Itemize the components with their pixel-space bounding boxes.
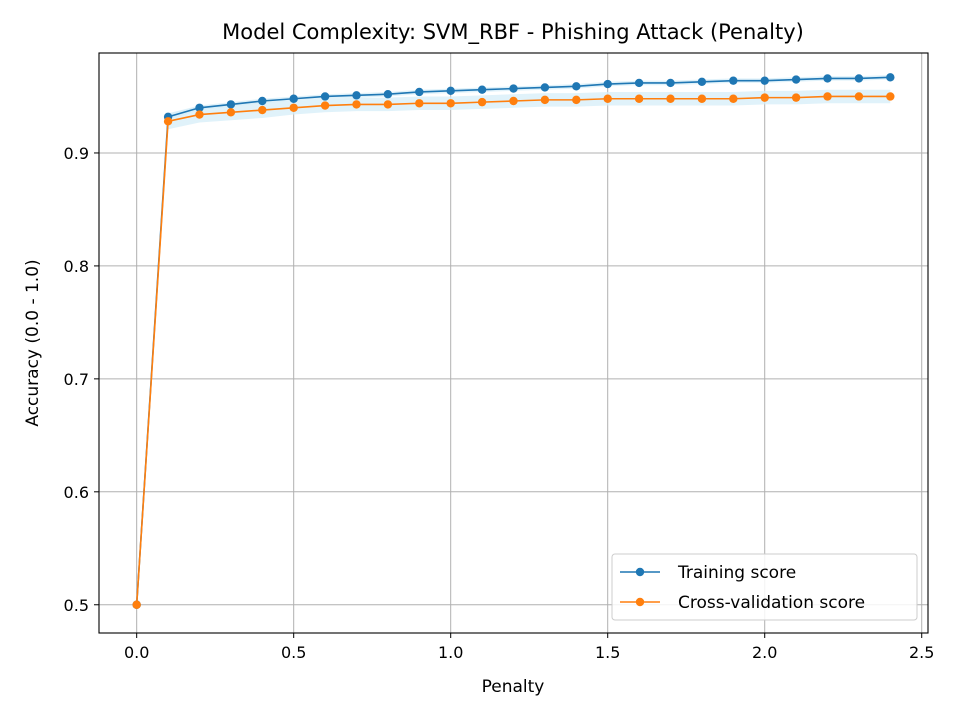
x-tick-label: 0.0 bbox=[124, 643, 149, 662]
series-0-point bbox=[289, 94, 298, 103]
series-0-point bbox=[634, 78, 644, 88]
series-1-point bbox=[854, 92, 864, 101]
x-axis-label: Penalty bbox=[482, 677, 545, 697]
series-0-point bbox=[886, 73, 895, 82]
series-1-point bbox=[760, 93, 769, 102]
series-1-point bbox=[132, 600, 141, 609]
legend: Training score Cross-validation score bbox=[611, 553, 918, 621]
legend-label: Training score bbox=[677, 563, 796, 583]
legend-swatch-marker bbox=[635, 567, 645, 577]
series-1-point bbox=[634, 94, 644, 103]
y-tick-label: 0.7 bbox=[64, 370, 89, 389]
series-1-point bbox=[603, 94, 612, 103]
series-0-point bbox=[760, 76, 769, 85]
series-1-point bbox=[666, 94, 675, 103]
series-0-point bbox=[791, 75, 801, 84]
plot-frame bbox=[98, 52, 929, 634]
legend-label: Cross-validation score bbox=[678, 593, 865, 613]
series-0-point bbox=[823, 74, 832, 83]
series-1-point bbox=[258, 105, 267, 115]
y-tick-label: 0.5 bbox=[64, 596, 89, 615]
series-1-point bbox=[791, 93, 801, 102]
y-tick-label: 0.6 bbox=[64, 483, 89, 502]
series-1-point bbox=[226, 108, 236, 117]
series-1-point bbox=[729, 94, 738, 103]
series-0-point bbox=[666, 78, 675, 88]
series-0-point bbox=[572, 82, 581, 91]
series-0-point bbox=[258, 96, 267, 106]
series-0-point bbox=[352, 91, 361, 100]
series-0-point bbox=[195, 103, 204, 112]
series-0-point bbox=[446, 86, 455, 96]
x-tick-label: 1.0 bbox=[438, 643, 463, 662]
axis-ticks: 0.0 0.5 1.0 1.5 2.0 2.5 0.5 0.6 0.7 0.8 0.9 bbox=[64, 144, 935, 662]
series-1-point bbox=[320, 101, 330, 110]
series-0-point bbox=[854, 74, 864, 83]
grid bbox=[99, 53, 928, 633]
series-1-point bbox=[572, 95, 581, 105]
x-tick-label: 2.5 bbox=[909, 643, 934, 662]
series-1-point bbox=[477, 97, 487, 107]
series-1-point bbox=[195, 110, 204, 119]
series-lines bbox=[132, 73, 895, 609]
series-1-point bbox=[509, 96, 518, 106]
series-0-point bbox=[226, 100, 236, 109]
series-1-point bbox=[540, 95, 550, 105]
chart-title: Model Complexity: SVM_RBF - Phishing Att… bbox=[222, 20, 804, 45]
x-tick-label: 1.5 bbox=[595, 643, 620, 662]
series-1-point bbox=[823, 92, 832, 101]
legend-swatch-marker bbox=[635, 597, 645, 607]
series-1-point bbox=[415, 99, 424, 108]
series-0-point bbox=[415, 87, 424, 97]
series-1-point bbox=[352, 100, 361, 109]
series-1-point bbox=[697, 94, 707, 103]
y-tick-label: 0.8 bbox=[64, 257, 89, 276]
series-1-point bbox=[289, 103, 298, 112]
series-0-point bbox=[603, 79, 612, 89]
series-1-point bbox=[383, 100, 393, 109]
series-1-point bbox=[446, 99, 455, 108]
series-0-point bbox=[697, 77, 707, 87]
series-0-point bbox=[477, 85, 487, 94]
series-0-point bbox=[729, 76, 738, 85]
y-axis-label: Accuracy (0.0 - 1.0) bbox=[23, 259, 43, 426]
x-tick-label: 2.0 bbox=[752, 643, 777, 662]
y-tick-label: 0.9 bbox=[64, 144, 89, 163]
series-0-point bbox=[509, 84, 518, 93]
series-0-point bbox=[540, 83, 550, 92]
series-1-point bbox=[886, 92, 895, 101]
series-0-point bbox=[320, 92, 330, 101]
series-1-point bbox=[163, 117, 173, 126]
legend-box bbox=[611, 553, 918, 621]
series-0-point bbox=[383, 90, 393, 99]
x-tick-label: 0.5 bbox=[281, 643, 306, 662]
